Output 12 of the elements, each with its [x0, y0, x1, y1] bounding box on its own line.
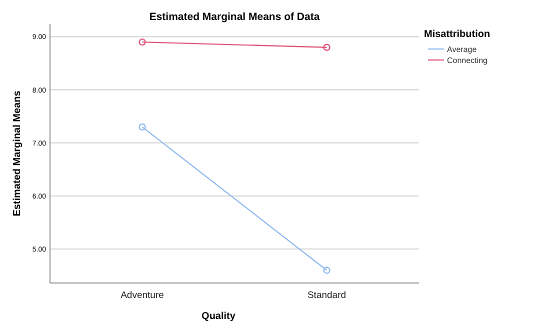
- legend-title: Misattribution: [424, 29, 490, 40]
- point: [323, 266, 330, 274]
- point: [138, 38, 146, 46]
- x-tick-label: Adventure: [120, 290, 164, 301]
- x-axis-title: Quality: [202, 311, 236, 322]
- legend-label: Average: [447, 44, 478, 54]
- chart-title: Estimated Marginal Means of Data: [149, 11, 320, 23]
- point: [138, 123, 146, 131]
- x-tick-label: Standard: [307, 290, 346, 301]
- legend-label: Connecting: [447, 56, 488, 65]
- y-axis-title: Estimated Marginal Means: [12, 90, 23, 216]
- point: [323, 44, 330, 51]
